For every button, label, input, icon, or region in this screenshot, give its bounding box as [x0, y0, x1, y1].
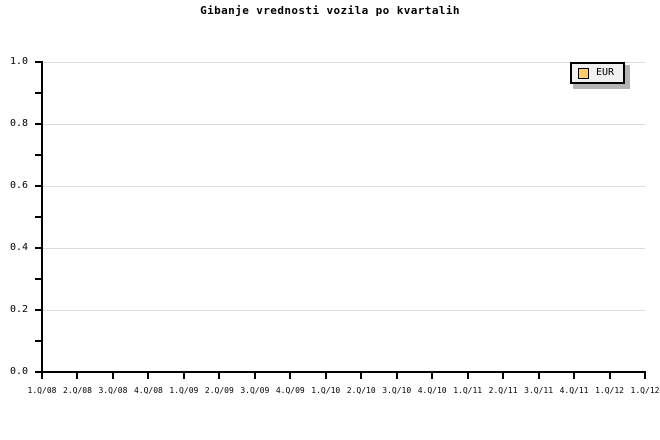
legend-box[interactable]: EUR: [570, 62, 625, 84]
x-axis-tick: [431, 373, 434, 379]
x-axis-tick: [147, 373, 150, 379]
y-axis-tick: [35, 309, 41, 311]
x-axis-label: 1.Q/08: [27, 386, 57, 395]
gridline: [42, 186, 645, 187]
x-axis-tick: [573, 373, 576, 379]
plot-area: [42, 62, 645, 372]
y-axis-minor-tick: [35, 154, 41, 156]
y-axis-tick: [35, 123, 41, 125]
gridline: [42, 248, 645, 249]
y-axis-tick: [35, 247, 41, 249]
x-axis-label: 1.Q/10: [311, 386, 341, 395]
legend-swatch-eur: [578, 67, 589, 79]
y-axis-label: 0.0: [9, 366, 28, 377]
x-axis-label: 4.Q/11: [559, 386, 589, 395]
y-axis-label: 0.4: [9, 242, 28, 253]
x-axis-tick: [76, 373, 79, 379]
x-axis-label: 3.Q/10: [382, 386, 412, 395]
x-axis-tick: [608, 373, 611, 379]
x-axis-tick: [395, 373, 398, 379]
x-axis-label: 4.Q/08: [133, 386, 163, 395]
y-axis-label: 0.6: [9, 180, 28, 191]
x-axis-tick: [111, 373, 114, 379]
y-axis-label: 0.2: [9, 304, 28, 315]
y-axis-tick: [35, 185, 41, 187]
x-axis-tick: [182, 373, 185, 379]
y-axis-tick: [35, 61, 41, 63]
x-axis-tick: [644, 373, 646, 379]
x-axis-tick: [360, 373, 363, 379]
x-axis-label: 3.Q/11: [524, 386, 554, 395]
y-axis-minor-tick: [35, 216, 41, 218]
y-axis-line: [41, 61, 43, 373]
x-axis-label: 1.Q/11: [453, 386, 483, 395]
x-axis-tick: [289, 373, 292, 379]
y-axis-minor-tick: [35, 92, 41, 94]
x-axis-tick: [466, 373, 469, 379]
x-axis-label: 1.Q/09: [169, 386, 199, 395]
y-axis-tick: [35, 371, 41, 373]
gridline: [42, 124, 645, 125]
x-axis-label: 1.Q/12: [630, 386, 660, 395]
x-axis-label: 3.Q/09: [240, 386, 270, 395]
x-axis-label: 4.Q/10: [417, 386, 447, 395]
x-axis-tick: [324, 373, 327, 379]
x-axis-tick: [253, 373, 256, 379]
gridline: [42, 310, 645, 311]
x-axis-label: 3.Q/08: [98, 386, 128, 395]
x-axis-label: 2.Q/11: [488, 386, 518, 395]
chart-title: Gibanje vrednosti vozila po kvartalih: [200, 4, 460, 17]
y-axis-minor-tick: [35, 278, 41, 280]
y-axis-label: 1.0: [9, 56, 28, 67]
x-axis-label: 2.Q/08: [63, 386, 92, 395]
x-axis-label: 1.Q/12: [595, 386, 624, 395]
x-axis-label: 2.Q/09: [204, 386, 234, 395]
x-axis-label: 4.Q/09: [275, 386, 305, 395]
x-axis-line: [41, 371, 646, 373]
legend-label-eur: EUR: [596, 67, 615, 78]
y-axis-minor-tick: [35, 340, 41, 342]
x-axis-tick: [218, 373, 221, 379]
x-axis-tick: [41, 373, 43, 379]
x-axis-tick: [502, 373, 505, 379]
x-axis-label: 2.Q/10: [346, 386, 376, 395]
y-axis-label: 0.8: [9, 118, 28, 129]
x-axis-tick: [537, 373, 540, 379]
gridline: [42, 62, 645, 63]
